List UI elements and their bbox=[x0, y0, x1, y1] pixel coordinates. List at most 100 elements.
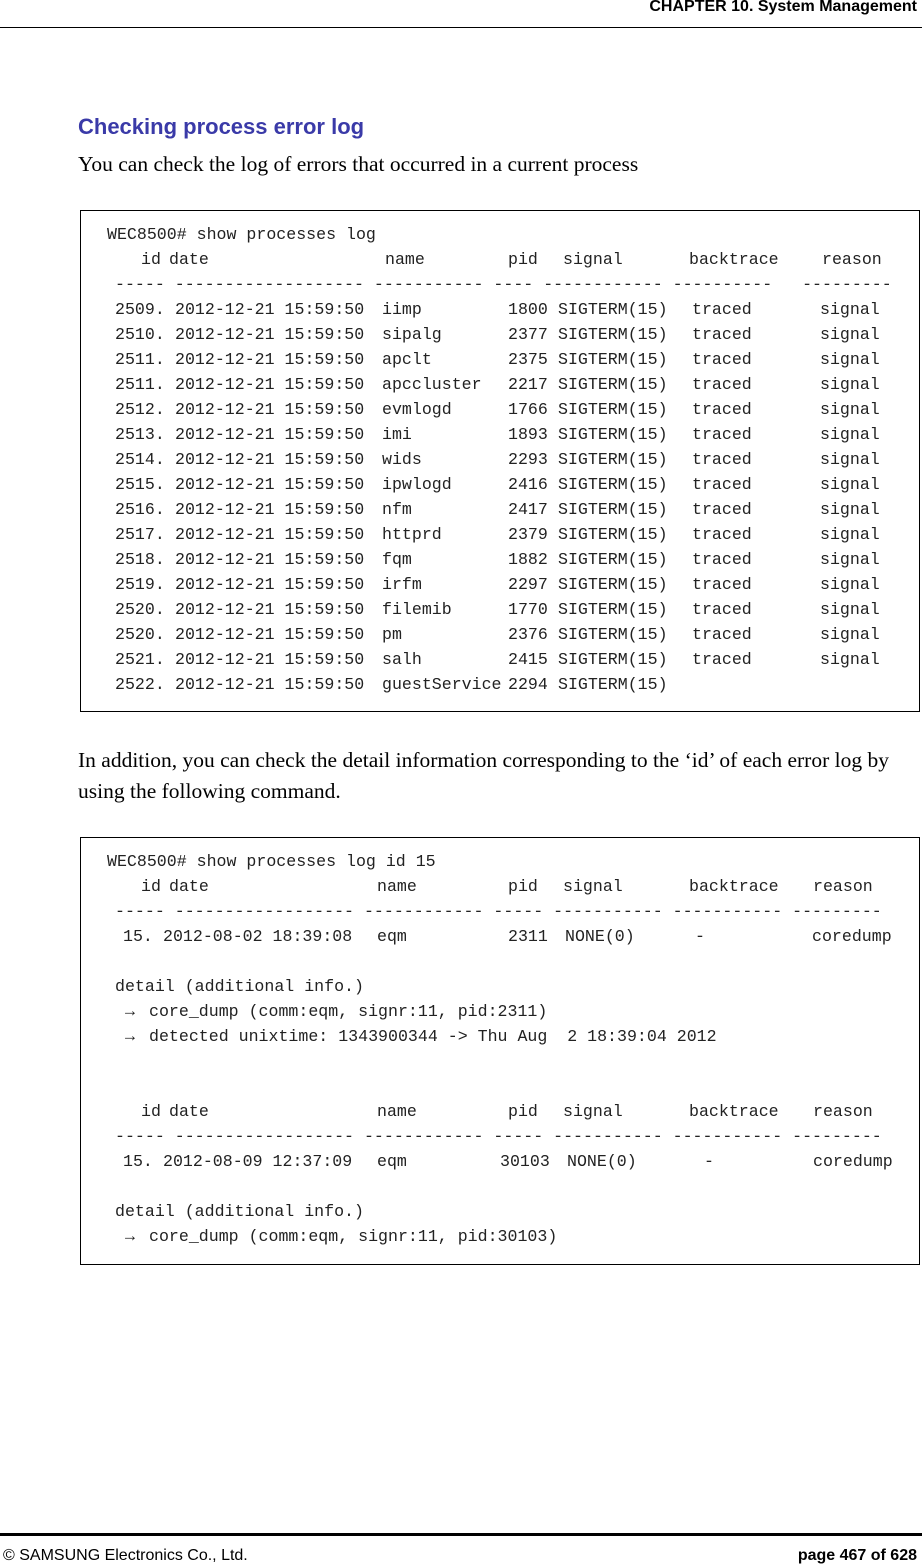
table-cell: SIGTERM(15) bbox=[558, 675, 668, 694]
table-cell: 30103 bbox=[500, 1152, 550, 1171]
column-header: date bbox=[169, 1102, 209, 1121]
footer-page-number: page 467 of 628 bbox=[797, 1547, 917, 1564]
table-cell: traced bbox=[692, 325, 752, 344]
table-cell: 2518. bbox=[115, 550, 165, 569]
table-cell: 2294 bbox=[508, 675, 548, 694]
table-cell: SIGTERM(15) bbox=[558, 450, 668, 469]
table-cell: 2513. bbox=[115, 425, 165, 444]
column-header: reason bbox=[822, 250, 882, 269]
table-cell: nfm bbox=[382, 500, 412, 519]
detail-item: detected unixtime: 1343900344 -> Thu Aug… bbox=[149, 1027, 717, 1046]
table-cell: traced bbox=[692, 350, 752, 369]
table-cell: signal bbox=[820, 425, 880, 444]
column-header: signal bbox=[563, 250, 623, 269]
table-cell: 2012-12-21 15:59:50 bbox=[175, 400, 365, 419]
table-cell: guestService bbox=[382, 675, 502, 694]
table-cell: 2012-12-21 15:59:50 bbox=[175, 425, 365, 444]
separator-line: ----- ------------------- ----------- --… bbox=[115, 275, 892, 294]
table-cell: 2520. bbox=[115, 600, 165, 619]
table-cell: NONE(0) bbox=[567, 1152, 637, 1171]
table-cell: 2012-12-21 15:59:50 bbox=[175, 300, 365, 319]
table-cell: 1882 bbox=[508, 550, 548, 569]
table-cell: ipwlogd bbox=[382, 475, 452, 494]
code-block-log bbox=[80, 210, 920, 712]
column-header: name bbox=[377, 1102, 417, 1121]
table-cell: coredump bbox=[813, 1152, 893, 1171]
table-cell: 1893 bbox=[508, 425, 548, 444]
table-cell: coredump bbox=[812, 927, 892, 946]
column-header: pid bbox=[508, 250, 538, 269]
column-header: name bbox=[377, 877, 417, 896]
table-cell: 2512. bbox=[115, 400, 165, 419]
table-cell: SIGTERM(15) bbox=[558, 600, 668, 619]
table-cell: signal bbox=[820, 350, 880, 369]
table-cell: signal bbox=[820, 625, 880, 644]
table-cell: SIGTERM(15) bbox=[558, 475, 668, 494]
table-cell: 2012-12-21 15:59:50 bbox=[175, 600, 365, 619]
table-cell: 1800 bbox=[508, 300, 548, 319]
table-cell: 2415 bbox=[508, 650, 548, 669]
header-divider bbox=[0, 27, 922, 28]
table-cell: pm bbox=[382, 625, 402, 644]
footer-divider bbox=[0, 1533, 922, 1536]
command-line: WEC8500# show processes log id 15 bbox=[107, 852, 436, 871]
table-cell: traced bbox=[692, 650, 752, 669]
table-cell: 2377 bbox=[508, 325, 548, 344]
table-cell: signal bbox=[820, 375, 880, 394]
table-cell: evmlogd bbox=[382, 400, 452, 419]
table-cell: 2517. bbox=[115, 525, 165, 544]
table-cell: SIGTERM(15) bbox=[558, 625, 668, 644]
table-cell: traced bbox=[692, 500, 752, 519]
table-cell: 2012-12-21 15:59:50 bbox=[175, 500, 365, 519]
table-cell: SIGTERM(15) bbox=[558, 500, 668, 519]
column-header: signal bbox=[563, 877, 623, 896]
column-header: reason bbox=[813, 1102, 873, 1121]
table-cell: traced bbox=[692, 400, 752, 419]
table-cell: traced bbox=[692, 525, 752, 544]
table-cell: signal bbox=[820, 525, 880, 544]
table-cell: SIGTERM(15) bbox=[558, 575, 668, 594]
chapter-header: CHAPTER 10. System Management bbox=[649, 0, 917, 15]
table-cell: 2297 bbox=[508, 575, 548, 594]
table-cell: 2217 bbox=[508, 375, 548, 394]
footer-copyright: © SAMSUNG Electronics Co., Ltd. bbox=[3, 1547, 248, 1564]
table-cell: eqm bbox=[377, 1152, 407, 1171]
table-cell: signal bbox=[820, 500, 880, 519]
table-cell: 2012-12-21 15:59:50 bbox=[175, 575, 365, 594]
table-cell: - bbox=[695, 927, 705, 946]
table-cell: 2293 bbox=[508, 450, 548, 469]
detail-item: core_dump (comm:eqm, signr:11, pid:2311) bbox=[149, 1002, 548, 1021]
table-cell: 2510. bbox=[115, 325, 165, 344]
table-cell: traced bbox=[692, 600, 752, 619]
table-cell: NONE(0) bbox=[565, 927, 635, 946]
table-cell: 2509. bbox=[115, 300, 165, 319]
column-header: date bbox=[169, 250, 209, 269]
table-cell: 15. bbox=[123, 927, 153, 946]
table-cell: filemib bbox=[382, 600, 452, 619]
table-cell: fqm bbox=[382, 550, 412, 569]
table-cell: SIGTERM(15) bbox=[558, 325, 668, 344]
table-cell: signal bbox=[820, 325, 880, 344]
arrow-icon: → bbox=[125, 1002, 135, 1021]
table-cell: traced bbox=[692, 575, 752, 594]
intro-text: You can check the log of errors that occ… bbox=[78, 152, 639, 176]
table-cell: 2514. bbox=[115, 450, 165, 469]
column-header: reason bbox=[813, 877, 873, 896]
column-header: id bbox=[141, 877, 161, 896]
table-cell: 2416 bbox=[508, 475, 548, 494]
table-cell: sipalg bbox=[382, 325, 442, 344]
detail-item: core_dump (comm:eqm, signr:11, pid:30103… bbox=[149, 1227, 558, 1246]
table-cell: SIGTERM(15) bbox=[558, 400, 668, 419]
table-cell: salh bbox=[382, 650, 422, 669]
column-header: backtrace bbox=[689, 250, 779, 269]
table-cell: apccluster bbox=[382, 375, 482, 394]
column-header: backtrace bbox=[689, 1102, 779, 1121]
table-cell: irfm bbox=[382, 575, 422, 594]
table-cell: SIGTERM(15) bbox=[558, 375, 668, 394]
table-cell: 2012-12-21 15:59:50 bbox=[175, 625, 365, 644]
code-block-log-id bbox=[80, 837, 920, 1265]
column-header: signal bbox=[563, 1102, 623, 1121]
table-cell: SIGTERM(15) bbox=[558, 525, 668, 544]
column-header: backtrace bbox=[689, 877, 779, 896]
table-cell: signal bbox=[820, 575, 880, 594]
